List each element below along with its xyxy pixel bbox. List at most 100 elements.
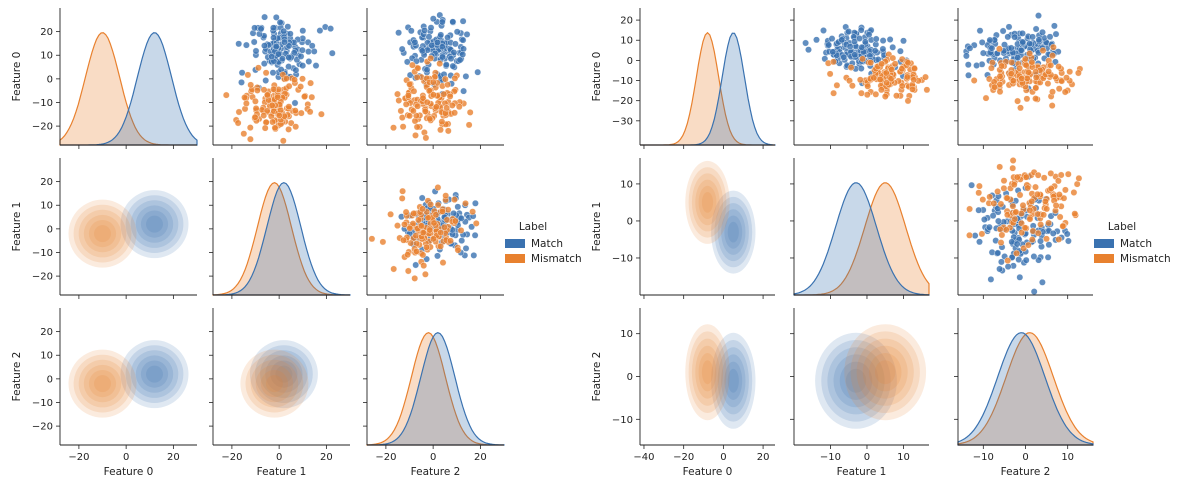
y-axis-title: Feature 0	[11, 52, 23, 102]
kde-contour-match	[130, 350, 179, 398]
scatter-point-mismatch	[990, 199, 998, 207]
scatter-point-mismatch	[242, 100, 250, 107]
x-tick-label: 0	[123, 452, 129, 463]
scatter-point-mismatch	[432, 211, 440, 219]
scatter-point-match	[975, 206, 983, 214]
scatter-point-match	[423, 66, 431, 74]
scatter-point-match	[851, 38, 858, 45]
scatter-point-match	[450, 209, 457, 217]
scatter-point-match	[1049, 229, 1057, 237]
scatter-point-mismatch	[430, 219, 438, 227]
scatter-point-mismatch	[421, 270, 429, 278]
scatter-point-match	[407, 27, 415, 35]
scatter-point-mismatch	[1043, 235, 1050, 243]
scatter-point-mismatch	[1018, 75, 1026, 83]
scatter-point-mismatch	[998, 231, 1006, 239]
scatter-point-match	[1004, 263, 1012, 270]
y-tick-label: 10	[40, 201, 53, 212]
scatter-point-mismatch	[1016, 64, 1023, 72]
scatter-point-mismatch	[975, 189, 983, 197]
y-axis-title: Feature 1	[11, 202, 23, 252]
scatter-point-match	[1019, 30, 1026, 37]
scatter-point-mismatch	[998, 62, 1006, 70]
scatter-point-match	[451, 40, 459, 48]
scatter-point-mismatch	[262, 118, 270, 126]
scatter-point-match	[458, 237, 466, 245]
scatter-point-mismatch	[1032, 183, 1039, 191]
kde-contour-mismatch	[88, 220, 117, 248]
scatter-point-mismatch	[1064, 170, 1072, 178]
kde-contour-match	[717, 347, 749, 415]
scatter-point-match	[1044, 253, 1052, 261]
scatter-point-match	[238, 79, 245, 86]
scatter-point-match	[425, 33, 433, 41]
scatter-point-mismatch	[1032, 95, 1040, 103]
y-tick-label: −10	[32, 98, 53, 109]
scatter-point-match	[270, 34, 277, 42]
scatter-point-mismatch	[1045, 68, 1053, 75]
scatter-point-mismatch	[996, 163, 1004, 171]
scatter-point-mismatch	[1070, 189, 1078, 196]
scatter-point-match	[995, 217, 1002, 225]
scatter-point-mismatch	[1045, 219, 1053, 227]
scatter-point-mismatch	[909, 85, 916, 93]
scatter-point-mismatch	[427, 54, 435, 62]
legend-title: Label	[519, 221, 547, 233]
scatter-point-mismatch	[1066, 68, 1074, 76]
scatter-point-mismatch	[421, 107, 429, 115]
scatter-point-mismatch	[1055, 235, 1063, 243]
scatter-point-mismatch	[846, 77, 853, 85]
scatter-point-mismatch	[1018, 229, 1026, 237]
scatter-point-mismatch	[979, 196, 987, 204]
scatter-point-mismatch	[437, 229, 445, 237]
scatter-point-match	[272, 43, 280, 50]
scatter-point-match	[406, 71, 414, 79]
scatter-point-mismatch	[306, 108, 314, 116]
scatter-point-mismatch	[864, 82, 872, 90]
legend-swatch-match	[1094, 239, 1114, 248]
scatter-point-match	[1007, 44, 1015, 52]
scatter-point-match	[968, 181, 975, 189]
scatter-point-mismatch	[1009, 77, 1017, 85]
scatter-point-mismatch	[1018, 219, 1025, 227]
scatter-point-mismatch	[1055, 177, 1062, 185]
panel-2-2: −10 0 10 Feature 2	[954, 308, 1094, 478]
scatter-point-match	[988, 248, 996, 256]
scatter-point-mismatch	[858, 89, 865, 97]
scatter-point-mismatch	[1052, 202, 1060, 209]
scatter-point-mismatch	[448, 102, 456, 109]
scatter-point-mismatch	[883, 79, 891, 87]
kde-contour-mismatch	[695, 345, 720, 399]
kde-contour-match	[714, 340, 753, 422]
kde-contour-mismatch	[83, 364, 122, 403]
kde-contour-match	[727, 368, 739, 393]
panel-0-2	[363, 8, 504, 149]
scatter-point-mismatch	[254, 64, 262, 72]
scatter-point-mismatch	[863, 91, 871, 99]
x-tick-label: 20	[167, 452, 180, 463]
scatter-point-mismatch	[976, 182, 983, 190]
scatter-point-mismatch	[978, 230, 986, 238]
scatter-point-match	[459, 36, 467, 44]
scatter-point-match	[438, 43, 446, 51]
kde-contour-mismatch	[698, 185, 717, 219]
kde-contour-mismatch	[688, 167, 727, 238]
kde-contour-mismatch	[255, 364, 294, 403]
scatter-point-match	[872, 35, 880, 43]
scatter-point-mismatch	[1021, 224, 1029, 232]
scatter-point-mismatch	[451, 74, 459, 82]
scatter-point-mismatch	[404, 267, 412, 275]
scatter-point-match	[999, 27, 1007, 35]
kde-curve-match	[213, 182, 351, 296]
scatter-point-match	[966, 44, 974, 52]
scatter-point-match	[276, 18, 284, 26]
scatter-point-mismatch	[1060, 194, 1068, 202]
scatter-point-mismatch	[400, 236, 407, 244]
scatter-point-mismatch	[424, 214, 432, 222]
scatter-point-mismatch	[887, 75, 895, 83]
scatter-point-mismatch	[1049, 52, 1056, 59]
scatter-point-mismatch	[856, 76, 864, 84]
scatter-point-mismatch	[1023, 95, 1031, 103]
scatter-point-mismatch	[1055, 63, 1063, 70]
scatter-point-mismatch	[988, 64, 995, 72]
